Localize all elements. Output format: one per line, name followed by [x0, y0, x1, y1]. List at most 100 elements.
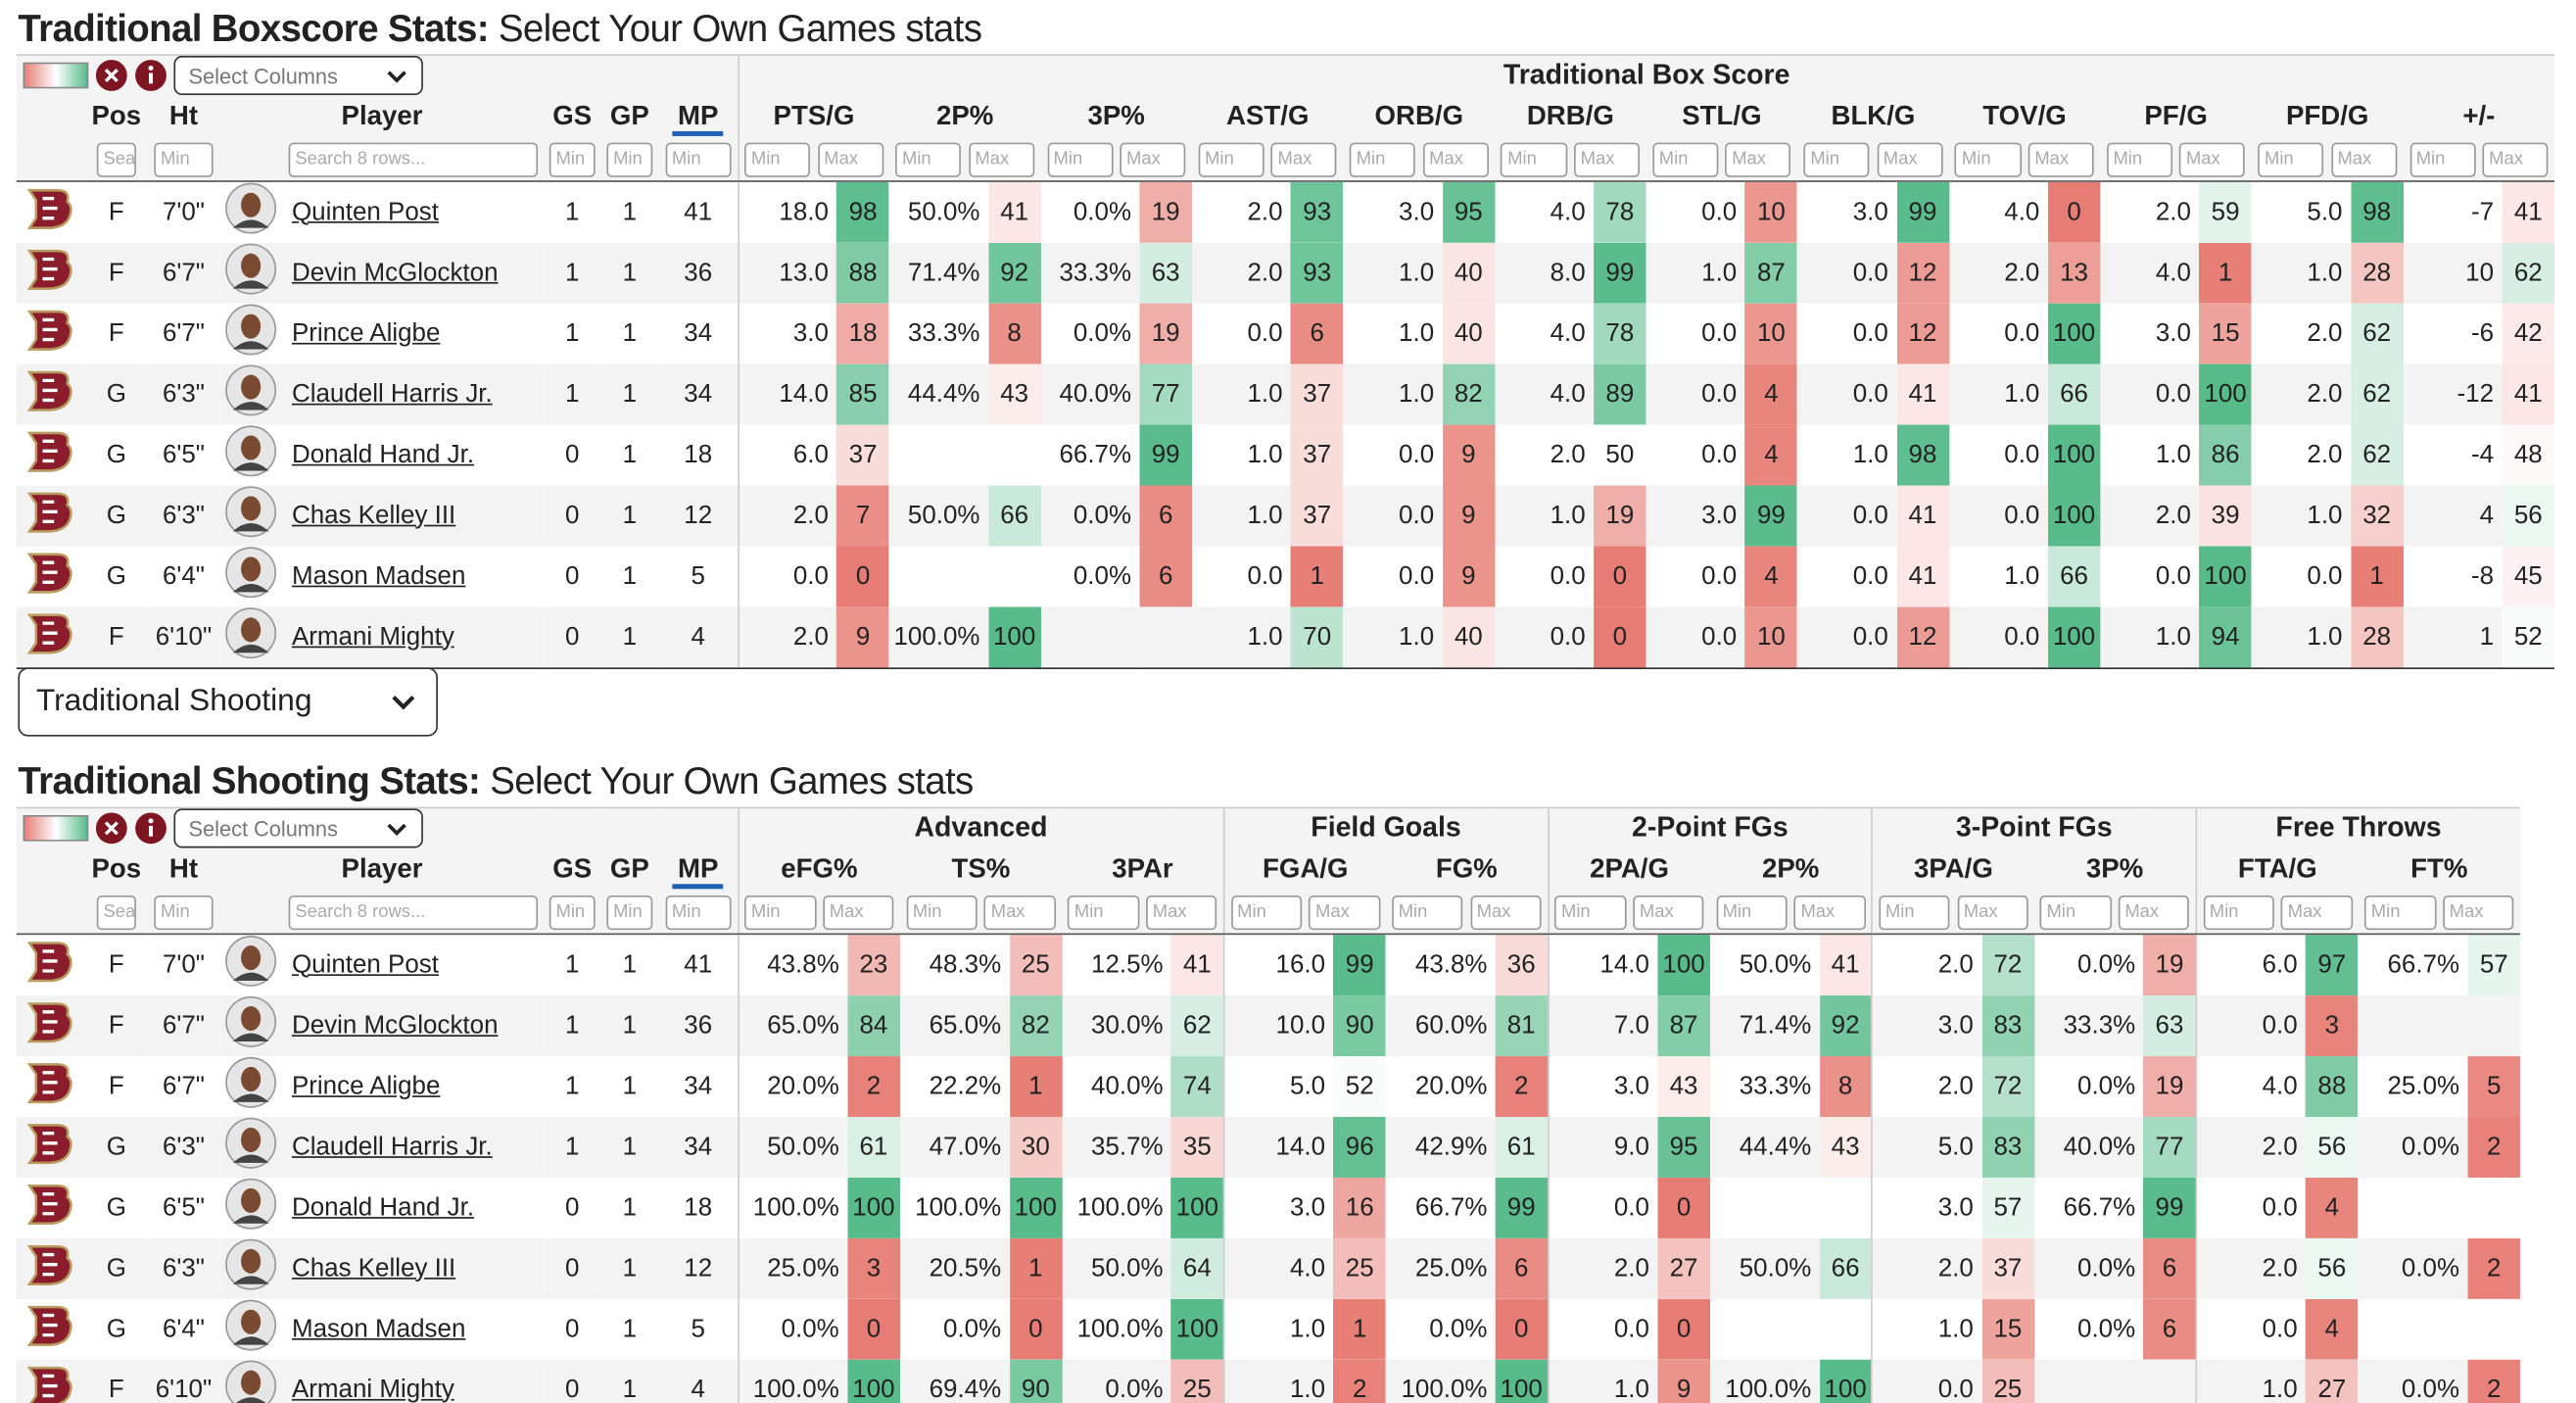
filter-input[interactable]: Max	[2118, 895, 2190, 930]
filter-input[interactable]: Max	[2179, 141, 2246, 176]
filter-input[interactable]: Min	[2203, 895, 2274, 930]
filter-input[interactable]: Sea	[96, 141, 136, 176]
clear-icon[interactable]	[95, 59, 127, 91]
column-header[interactable]: 2PA/G	[1547, 847, 1710, 891]
filter-input[interactable]: Min	[665, 141, 732, 176]
info-icon[interactable]	[134, 812, 167, 845]
view-select[interactable]: Traditional Shooting	[18, 667, 438, 737]
player-name[interactable]: Mason Madsen	[291, 561, 466, 590]
filter-input[interactable]: Max	[1957, 895, 2028, 930]
filter-input[interactable]: Min	[744, 895, 816, 930]
filter-input[interactable]: Max	[823, 895, 894, 930]
player-name[interactable]: Prince Aligbe	[291, 318, 441, 348]
filter-input[interactable]: Min	[2258, 141, 2324, 176]
filter-input[interactable]: Max	[2442, 895, 2514, 930]
filter-input[interactable]: Min	[2409, 141, 2476, 176]
column-header[interactable]: eFG%	[737, 847, 900, 891]
filter-input[interactable]: Search 8 rows...	[288, 141, 539, 176]
filter-input[interactable]: Max	[1573, 141, 1641, 176]
player-name[interactable]: Quinten Post	[291, 950, 439, 979]
filter-input[interactable]: Min	[1392, 895, 1463, 930]
player-name[interactable]: Devin McGlockton	[291, 1011, 499, 1040]
filter-input[interactable]: Min	[665, 895, 732, 930]
filter-input[interactable]: Max	[1725, 141, 1791, 176]
filter-input[interactable]: Min	[1046, 141, 1114, 176]
filter-input[interactable]: Min	[154, 895, 214, 930]
filter-input[interactable]: Min	[2039, 895, 2112, 930]
filter-input[interactable]: Max	[1120, 141, 1186, 176]
column-header[interactable]: Ht	[168, 853, 199, 884]
filter-input[interactable]: Min	[1068, 895, 1139, 930]
filter-input[interactable]: Min	[906, 895, 978, 930]
filter-input[interactable]: Min	[1879, 895, 1950, 930]
filter-input[interactable]: Min	[744, 141, 811, 176]
player-name[interactable]: Prince Aligbe	[291, 1071, 441, 1100]
filter-input[interactable]: Max	[2027, 141, 2094, 176]
filter-input[interactable]: Sea	[96, 895, 136, 930]
filter-input[interactable]: Min	[1803, 141, 1870, 176]
player-name[interactable]: Chas Kelley III	[291, 1253, 456, 1282]
filter-input[interactable]: Min	[1554, 895, 1626, 930]
column-header[interactable]: MP	[659, 847, 738, 891]
select-columns[interactable]: Select Columns	[173, 809, 423, 848]
filter-input[interactable]: Min	[1230, 895, 1303, 930]
filter-input[interactable]: Max	[984, 895, 1056, 930]
column-header[interactable]: BLK/G	[1831, 100, 1916, 131]
column-header[interactable]: Pos	[91, 853, 142, 884]
filter-input[interactable]: Max	[2482, 141, 2549, 176]
filter-input[interactable]: Max	[1793, 895, 1866, 930]
column-header[interactable]: 3PAr	[1112, 853, 1173, 884]
filter-input[interactable]: Min	[1652, 141, 1719, 176]
player-name[interactable]: Mason Madsen	[291, 1314, 466, 1343]
player-name[interactable]: Chas Kelley III	[291, 501, 456, 529]
column-header[interactable]: FG%	[1435, 853, 1498, 884]
filter-input[interactable]: Min	[606, 141, 653, 176]
filter-input[interactable]: Min	[549, 141, 596, 176]
filter-input[interactable]: Max	[968, 141, 1034, 176]
column-header[interactable]: Player	[341, 853, 423, 884]
filter-input[interactable]: Max	[1877, 141, 1943, 176]
column-header[interactable]: TOV/G	[1982, 100, 2067, 131]
column-header[interactable]: PTS/G	[737, 95, 889, 138]
filter-input[interactable]: Min	[606, 895, 653, 930]
filter-input[interactable]: Max	[1309, 895, 1380, 930]
filter-input[interactable]: Min	[1198, 141, 1264, 176]
clear-icon[interactable]	[95, 812, 127, 845]
column-header[interactable]: Player	[341, 100, 423, 131]
filter-input[interactable]: Min	[2106, 141, 2172, 176]
player-name[interactable]: Claudell Harris Jr.	[291, 379, 493, 408]
player-name[interactable]: Armani Mighty	[281, 1359, 545, 1403]
player-name[interactable]: Donald Hand Jr.	[291, 1192, 475, 1222]
column-header[interactable]: TS%	[951, 853, 1011, 884]
column-header[interactable]: 3PA/G	[1871, 847, 2034, 891]
column-header[interactable]: Pos	[91, 100, 142, 131]
column-header[interactable]: 3P%	[1087, 100, 1145, 131]
column-header[interactable]: FTA/G	[2195, 847, 2359, 891]
column-header[interactable]: STL/G	[1682, 100, 1762, 131]
column-header[interactable]: AST/G	[1226, 100, 1310, 131]
filter-input[interactable]: Max	[1146, 895, 1217, 930]
column-header[interactable]: MP	[659, 95, 738, 138]
column-header[interactable]: 2P%	[935, 100, 994, 131]
player-name[interactable]: Devin McGlockton	[291, 258, 499, 287]
info-icon[interactable]	[134, 59, 167, 91]
filter-input[interactable]: Min	[1715, 895, 1788, 930]
column-header[interactable]: GS	[552, 853, 593, 884]
filter-input[interactable]: Max	[1633, 895, 1704, 930]
filter-input[interactable]: Search 8 rows...	[288, 895, 539, 930]
column-header[interactable]: ORB/G	[1374, 100, 1464, 131]
column-header[interactable]: 2P%	[1761, 853, 1820, 884]
column-header[interactable]: +/-	[2462, 100, 2496, 131]
filter-input[interactable]: Min	[895, 141, 962, 176]
column-header[interactable]: Ht	[168, 100, 199, 131]
column-header[interactable]: FGA/G	[1222, 847, 1387, 891]
player-name[interactable]: Claudell Harris Jr.	[291, 1132, 493, 1161]
player-name[interactable]: Armani Mighty	[281, 606, 545, 669]
filter-input[interactable]: Max	[817, 141, 883, 176]
filter-input[interactable]: Min	[1349, 141, 1416, 176]
filter-input[interactable]: Min	[1501, 141, 1567, 176]
filter-input[interactable]: Min	[154, 141, 214, 176]
player-name[interactable]: Quinten Post	[291, 197, 439, 226]
column-header[interactable]: PF/G	[2144, 100, 2208, 131]
filter-input[interactable]: Max	[1469, 895, 1542, 930]
